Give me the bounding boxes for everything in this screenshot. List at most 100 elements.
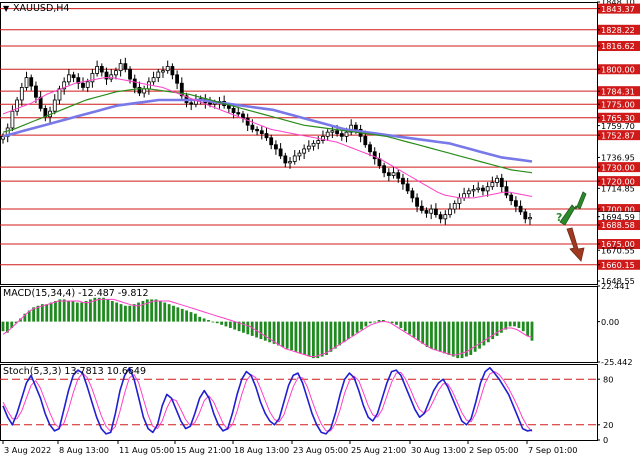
candle-body (250, 124, 255, 130)
y-tick-label: 1736.95 (601, 153, 635, 163)
candle-body (208, 102, 212, 105)
macd-bar (333, 321, 337, 349)
level-price-tag (598, 259, 640, 270)
macd-bar (443, 321, 446, 354)
macd-bar (180, 308, 184, 322)
macd-bar (207, 320, 210, 322)
candle-body (255, 128, 259, 132)
candle-body (499, 177, 504, 188)
candle-body (528, 217, 532, 220)
x-tick-label: 15 Aug 21:00 (176, 445, 231, 455)
candle-body (523, 211, 528, 220)
candle-body (316, 140, 321, 144)
macd-bar (312, 321, 315, 359)
candle-body (283, 155, 288, 164)
macd-bar (158, 300, 162, 322)
macd-bar (373, 321, 377, 323)
macd-bar (412, 321, 416, 338)
candle-body (274, 144, 278, 150)
candle-body (386, 172, 391, 176)
candle-body (368, 144, 372, 153)
candle-body (509, 194, 514, 202)
macd-bar (478, 321, 481, 349)
y-tick-label: 1720.00 (601, 176, 635, 186)
candle-body (401, 177, 405, 185)
macd-bar (530, 321, 534, 341)
macd-bar (119, 304, 123, 322)
candle-body (311, 142, 316, 147)
time-axis: 3 Aug 2022 8 Aug 13:00 11 Aug 05:00 15 Aug … (2, 440, 577, 455)
macd-bar (368, 321, 372, 324)
level-price-tag (598, 204, 640, 215)
macd-bar (58, 299, 62, 322)
candle-body (457, 197, 462, 204)
macd-bar (228, 321, 232, 328)
candle-body (71, 74, 76, 79)
macd-bar (513, 321, 516, 327)
macd-bar (268, 321, 272, 343)
candle-body (424, 210, 429, 214)
forecast-arrows: ? (556, 191, 587, 262)
macd-bar (32, 307, 36, 322)
candle-body (292, 155, 297, 162)
candle-body (513, 200, 518, 207)
candle-body (405, 183, 410, 192)
macd-bar (360, 321, 363, 330)
macd-bar (408, 321, 411, 335)
macd-tick-label: 22.441 (601, 281, 630, 291)
ma-mid-line (2, 88, 533, 174)
macd-bar (110, 300, 114, 322)
candle-body (504, 186, 509, 196)
y-tick-label: 1765.30 (601, 113, 635, 123)
macd-bar (128, 305, 132, 322)
macd-bar (395, 321, 398, 325)
y-tick-label: 1730.00 (601, 162, 635, 172)
macd-bar (526, 321, 530, 336)
macd-bar (106, 299, 110, 322)
macd-bar (482, 321, 486, 346)
candle-body (245, 117, 250, 126)
candle-body (339, 133, 344, 137)
candle-body (118, 63, 123, 72)
macd-bar (377, 320, 381, 322)
macd-bar (14, 321, 18, 324)
macd-bar (290, 321, 293, 351)
macd-panel: 22.441 0.00 -25.442 (0, 281, 633, 367)
candle-body (109, 74, 114, 80)
macd-bar (416, 321, 420, 341)
y-tick-label: 1688.58 (601, 220, 635, 230)
y-tick-label: 1694.59 (601, 212, 635, 222)
candle-body (481, 187, 485, 192)
level-price-tag (598, 220, 640, 231)
y-tick-label: 1670.55 (601, 245, 635, 255)
x-tick-label: 3 Aug 2022 (4, 445, 51, 455)
candle-body (15, 99, 20, 112)
candle-body (419, 205, 424, 211)
macd-bar (5, 321, 9, 333)
candle-body (396, 172, 401, 179)
level-price-tag (598, 64, 640, 75)
macd-bar (508, 321, 512, 327)
macd-bar (185, 310, 189, 322)
macd-bar (281, 321, 285, 348)
stoch-main-line (2, 367, 533, 435)
macd-bar (447, 321, 451, 355)
symbol-dropdown-icon[interactable]: ▼ (3, 4, 10, 13)
macd-bar (176, 307, 180, 322)
macd-bar (465, 321, 468, 357)
macd-bar (298, 321, 302, 354)
macd-bar (403, 321, 407, 332)
macd-signal-line (2, 298, 533, 357)
stoch-tick-label: 80 (603, 374, 613, 384)
macd-bar (67, 300, 70, 322)
macd-bar (224, 321, 228, 327)
candle-body (377, 158, 382, 167)
candle-body (156, 71, 161, 79)
candle-body (165, 66, 170, 72)
macd-bar (167, 304, 171, 322)
macd-bar (54, 300, 57, 322)
macd-bar (233, 321, 237, 330)
question-mark-icon: ? (556, 211, 562, 224)
macd-bar (145, 299, 149, 322)
up-forecast-arrow (559, 191, 587, 226)
